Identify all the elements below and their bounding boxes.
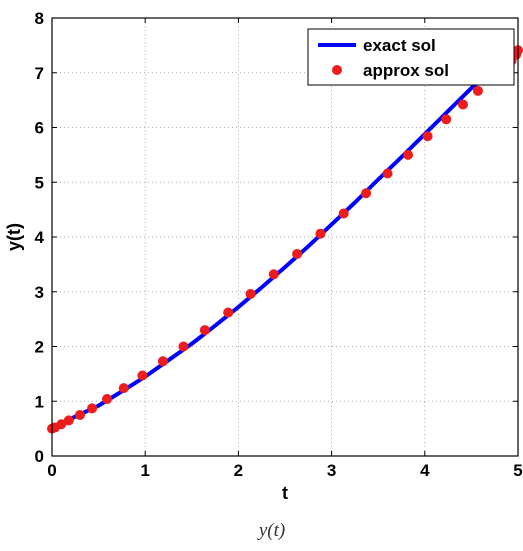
x-axis-label: t <box>282 483 288 503</box>
legend-marker-sample <box>332 65 342 75</box>
approx-sol-point <box>403 149 414 160</box>
approx-sol-point <box>87 403 98 414</box>
approx-sol-point <box>63 415 74 426</box>
y-tick-label: 3 <box>35 283 44 302</box>
approx-sol-point <box>382 168 393 179</box>
x-tick-label: 2 <box>234 461 243 480</box>
series-line-exact-sol <box>51 48 520 431</box>
approx-sol-point <box>315 228 326 239</box>
y-tick-label: 0 <box>35 447 44 466</box>
y-tick-label: 8 <box>35 9 44 28</box>
legend: exact sol approx sol <box>307 28 515 86</box>
approx-sol-point <box>118 383 129 394</box>
y-axis-label: y(t) <box>4 223 24 251</box>
approx-sol-point <box>245 288 256 299</box>
approx-sol-point <box>338 208 349 219</box>
legend-box <box>307 28 515 86</box>
x-tick-label: 3 <box>327 461 336 480</box>
y-tick-label: 2 <box>35 338 44 357</box>
approx-sol-point <box>458 99 469 110</box>
y-tick-label: 7 <box>35 64 44 83</box>
approx-sol-point <box>178 341 189 352</box>
x-tick-label: 5 <box>513 461 522 480</box>
approx-sol-point <box>157 356 168 367</box>
approx-sol-point <box>441 114 452 125</box>
y-tick-label: 5 <box>35 173 44 192</box>
y-tick-label: 1 <box>35 392 44 411</box>
approx-sol-point <box>56 419 67 430</box>
approx-sol-point <box>361 188 372 199</box>
series-layer <box>47 45 523 434</box>
approx-sol-point <box>223 307 234 318</box>
figure-caption: y(t) <box>257 520 285 541</box>
y-tick-labels: 0 1 2 3 4 5 6 7 8 <box>35 9 45 466</box>
approx-sol-point <box>422 131 433 142</box>
x-tick-label: 0 <box>47 461 56 480</box>
y-tick-label: 6 <box>35 119 44 138</box>
x-tick-label: 1 <box>140 461 149 480</box>
approx-sol-point <box>199 325 210 336</box>
plot-frame <box>51 17 519 457</box>
x-tick-labels: 0 1 2 3 4 5 <box>47 461 522 480</box>
legend-label-approx: approx sol <box>363 61 449 80</box>
approx-sol-point <box>292 248 303 259</box>
y-tick-label: 4 <box>35 228 45 247</box>
approx-sol-point <box>472 85 483 96</box>
legend-label-exact: exact sol <box>363 36 436 55</box>
approx-sol-point <box>137 370 148 381</box>
x-tick-label: 4 <box>420 461 430 480</box>
approx-sol-point <box>74 409 85 420</box>
approx-sol-point <box>268 269 279 280</box>
approx-sol-point <box>101 394 112 405</box>
